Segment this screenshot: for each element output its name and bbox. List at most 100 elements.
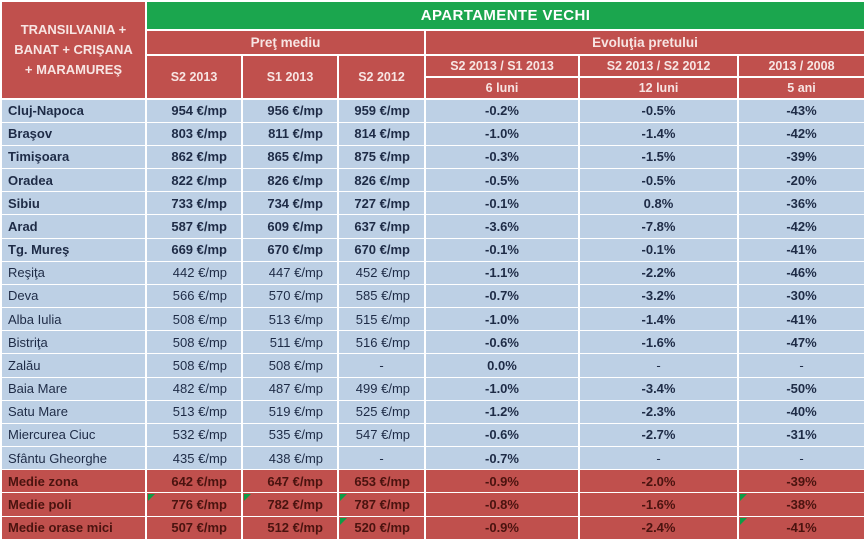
evolution-cell[interactable]: -1.0%: [424, 376, 580, 401]
price-group-header[interactable]: Preţ mediu: [145, 29, 426, 56]
evolution-cell[interactable]: -0.2%: [424, 98, 580, 123]
price-cell[interactable]: 637 €/mp: [337, 214, 426, 239]
col-header-ratio-5-ani[interactable]: 2013 / 2008: [736, 54, 864, 78]
region-header-cell[interactable]: TRANSILVANIA + BANAT + CRIŞANA + MARAMUR…: [0, 0, 147, 100]
price-cell[interactable]: 508 €/mp: [145, 353, 243, 378]
col-header-s2-2013[interactable]: S2 2013: [145, 54, 243, 100]
evolution-cell[interactable]: -1.1%: [424, 260, 580, 285]
price-cell[interactable]: 535 €/mp: [241, 422, 339, 448]
price-cell[interactable]: 865 €/mp: [241, 144, 339, 170]
evolution-cell[interactable]: -0.9%: [424, 515, 580, 540]
evolution-cell[interactable]: -0.8%: [424, 492, 580, 517]
evolution-cell[interactable]: -2.2%: [578, 260, 739, 285]
evolution-cell[interactable]: -2.3%: [578, 399, 739, 424]
price-cell[interactable]: 512 €/mp: [241, 515, 339, 540]
city-cell[interactable]: Tg. Mureş: [0, 237, 147, 262]
evolution-group-header[interactable]: Evoluţia pretului: [423, 29, 864, 56]
evolution-cell[interactable]: -: [736, 353, 864, 378]
price-cell[interactable]: 438 €/mp: [241, 446, 339, 471]
price-cell[interactable]: 826 €/mp: [241, 168, 339, 193]
evolution-cell[interactable]: -1.6%: [578, 492, 739, 517]
city-cell[interactable]: Baia Mare: [0, 376, 147, 401]
evolution-cell[interactable]: -38%: [736, 492, 864, 517]
evolution-cell[interactable]: -46%: [736, 260, 864, 285]
price-cell[interactable]: 826 €/mp: [337, 168, 426, 193]
evolution-cell[interactable]: -31%: [736, 422, 864, 448]
price-cell[interactable]: 734 €/mp: [241, 191, 339, 216]
city-cell[interactable]: Miercurea Ciuc: [0, 422, 147, 448]
evolution-cell[interactable]: -47%: [736, 330, 864, 355]
price-cell[interactable]: 727 €/mp: [337, 191, 426, 216]
city-cell[interactable]: Braşov: [0, 121, 147, 146]
price-cell[interactable]: 862 €/mp: [145, 144, 243, 170]
evolution-cell[interactable]: -1.6%: [578, 330, 739, 355]
price-cell[interactable]: 669 €/mp: [145, 237, 243, 262]
evolution-cell[interactable]: -43%: [736, 98, 864, 123]
evolution-cell[interactable]: -0.5%: [424, 168, 580, 193]
evolution-cell[interactable]: -42%: [736, 121, 864, 146]
price-cell[interactable]: 507 €/mp: [145, 515, 243, 540]
price-cell[interactable]: 566 €/mp: [145, 283, 243, 309]
evolution-cell[interactable]: -0.7%: [424, 446, 580, 471]
evolution-cell[interactable]: -0.5%: [578, 168, 739, 193]
city-cell[interactable]: Timişoara: [0, 144, 147, 170]
evolution-cell[interactable]: -0.3%: [424, 144, 580, 170]
evolution-cell[interactable]: -2.7%: [578, 422, 739, 448]
price-cell[interactable]: 525 €/mp: [337, 399, 426, 424]
price-cell[interactable]: 452 €/mp: [337, 260, 426, 285]
col-header-s2-2012[interactable]: S2 2012: [337, 54, 426, 100]
evolution-cell[interactable]: -0.6%: [424, 330, 580, 355]
price-cell[interactable]: 803 €/mp: [145, 121, 243, 146]
evolution-cell[interactable]: 0.0%: [424, 353, 580, 378]
price-cell[interactable]: -: [337, 353, 426, 378]
price-cell[interactable]: 782 €/mp: [241, 492, 339, 517]
city-cell[interactable]: Medie zona: [0, 469, 147, 494]
evolution-cell[interactable]: -1.0%: [424, 307, 580, 332]
price-cell[interactable]: 647 €/mp: [241, 469, 339, 494]
price-cell[interactable]: 520 €/mp: [337, 515, 426, 540]
evolution-cell[interactable]: -1.0%: [424, 121, 580, 146]
evolution-cell[interactable]: -2.4%: [578, 515, 739, 540]
price-cell[interactable]: 482 €/mp: [145, 376, 243, 401]
price-cell[interactable]: 516 €/mp: [337, 330, 426, 355]
price-cell[interactable]: 653 €/mp: [337, 469, 426, 494]
price-cell[interactable]: 811 €/mp: [241, 121, 339, 146]
price-cell[interactable]: 609 €/mp: [241, 214, 339, 239]
evolution-cell[interactable]: -0.5%: [578, 98, 739, 123]
price-cell[interactable]: 513 €/mp: [145, 399, 243, 424]
city-cell[interactable]: Satu Mare: [0, 399, 147, 424]
price-cell[interactable]: 670 €/mp: [337, 237, 426, 262]
city-cell[interactable]: Sfântu Gheorghe: [0, 446, 147, 471]
evolution-cell[interactable]: -2.0%: [578, 469, 739, 494]
price-cell[interactable]: 956 €/mp: [241, 98, 339, 123]
price-cell[interactable]: 787 €/mp: [337, 492, 426, 517]
city-cell[interactable]: Arad: [0, 214, 147, 239]
city-cell[interactable]: Medie orase mici: [0, 515, 147, 540]
evolution-cell[interactable]: -7.8%: [578, 214, 739, 239]
col-header-ratio-6-luni[interactable]: S2 2013 / S1 2013: [424, 54, 580, 78]
evolution-cell[interactable]: -1.4%: [578, 121, 739, 146]
evolution-cell[interactable]: -50%: [736, 376, 864, 401]
evolution-cell[interactable]: -41%: [736, 237, 864, 262]
evolution-cell[interactable]: -41%: [736, 515, 864, 540]
price-cell[interactable]: 822 €/mp: [145, 168, 243, 193]
price-cell[interactable]: 670 €/mp: [241, 237, 339, 262]
evolution-cell[interactable]: -40%: [736, 399, 864, 424]
price-cell[interactable]: 508 €/mp: [241, 353, 339, 378]
evolution-cell[interactable]: -30%: [736, 283, 864, 309]
evolution-cell[interactable]: 0.8%: [578, 191, 739, 216]
price-cell[interactable]: 447 €/mp: [241, 260, 339, 285]
evolution-cell[interactable]: -0.6%: [424, 422, 580, 448]
price-cell[interactable]: 519 €/mp: [241, 399, 339, 424]
price-cell[interactable]: 511 €/mp: [241, 330, 339, 355]
price-cell[interactable]: -: [337, 446, 426, 471]
col-header-period-12-luni[interactable]: 12 luni: [578, 76, 739, 100]
price-cell[interactable]: 814 €/mp: [337, 121, 426, 146]
evolution-cell[interactable]: -: [578, 353, 739, 378]
city-cell[interactable]: Medie poli: [0, 492, 147, 517]
evolution-cell[interactable]: -0.7%: [424, 283, 580, 309]
evolution-cell[interactable]: -0.9%: [424, 469, 580, 494]
city-cell[interactable]: Alba Iulia: [0, 307, 147, 332]
table-title[interactable]: APARTAMENTE VECHI: [144, 0, 864, 31]
price-cell[interactable]: 487 €/mp: [241, 376, 339, 401]
